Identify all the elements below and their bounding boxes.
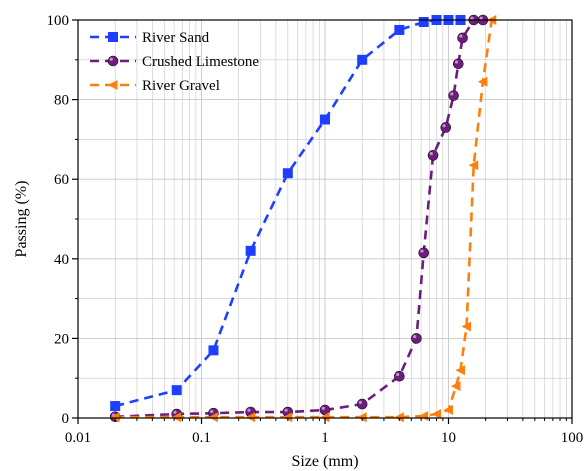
data-point-river-gravel xyxy=(320,412,330,423)
data-point-river-gravel xyxy=(431,409,442,420)
data-point-river-gravel xyxy=(461,321,472,332)
data-point-river-gravel xyxy=(245,412,256,423)
x-tick-label: 100 xyxy=(561,430,584,446)
data-point-crushed-limestone xyxy=(448,90,459,101)
x-tick-label: 10 xyxy=(441,430,456,446)
data-point-river-gravel xyxy=(477,76,488,87)
data-point-crushed-limestone xyxy=(394,370,405,382)
data-point-crushed-limestone xyxy=(440,122,452,133)
data-point-river-gravel xyxy=(110,412,120,423)
data-point-river-sand xyxy=(282,168,293,179)
data-point-river-sand xyxy=(357,54,368,65)
data-point-river-sand xyxy=(418,16,429,27)
legend-marker-crushed-limestone xyxy=(107,55,119,67)
data-point-river-sand xyxy=(110,401,121,412)
x-axis-label: Size (mm) xyxy=(291,453,358,470)
data-point-river-sand xyxy=(171,385,182,396)
data-point-river-gravel xyxy=(171,412,182,423)
x-tick-label: 0.1 xyxy=(192,430,211,446)
markers-layer xyxy=(109,14,497,423)
legend-label-river-sand: River Sand xyxy=(142,30,210,46)
data-point-river-sand xyxy=(208,345,219,356)
x-tick-label: 0.01 xyxy=(65,430,91,446)
data-point-crushed-limestone xyxy=(411,333,422,344)
legend: River Sand Crushed Limestone River Gravel xyxy=(90,30,259,94)
data-point-river-gravel xyxy=(208,412,218,423)
data-point-crushed-limestone xyxy=(427,150,439,161)
y-tick-label: 80 xyxy=(54,93,69,109)
legend-label-crushed-limestone: Crushed Limestone xyxy=(142,54,259,70)
x-tick-label: 1 xyxy=(321,430,329,446)
data-point-river-sand xyxy=(320,114,330,125)
data-point-river-sand xyxy=(394,24,405,35)
data-point-river-gravel xyxy=(282,412,293,423)
legend-label-river-gravel: River Gravel xyxy=(142,78,220,94)
legend-marker-river-gravel xyxy=(108,80,118,90)
series-line-river-sand xyxy=(114,20,461,408)
data-point-river-gravel xyxy=(468,160,479,171)
data-point-river-gravel xyxy=(394,412,404,423)
data-point-crushed-limestone xyxy=(418,247,430,259)
data-point-crushed-limestone xyxy=(452,58,464,70)
y-tick-label: 40 xyxy=(54,252,69,268)
legend-marker-river-sand xyxy=(108,32,118,42)
data-point-river-gravel xyxy=(357,412,367,423)
data-point-river-gravel xyxy=(455,365,465,376)
y-tick-label: 0 xyxy=(62,411,70,427)
y-tick-label: 20 xyxy=(54,331,69,347)
axes: 0.01 0.1 1 10 100 0 20 40 60 80 100 xyxy=(47,13,584,446)
y-tick-label: 100 xyxy=(47,13,70,29)
data-point-crushed-limestone xyxy=(457,32,468,44)
data-point-crushed-limestone xyxy=(356,398,368,410)
grid-lines xyxy=(77,19,572,419)
data-point-river-gravel xyxy=(450,381,461,392)
data-point-river-gravel xyxy=(443,405,453,416)
y-tick-label: 60 xyxy=(54,172,69,188)
y-axis-label: Passing (%) xyxy=(13,181,30,258)
data-point-river-sand xyxy=(245,245,256,256)
